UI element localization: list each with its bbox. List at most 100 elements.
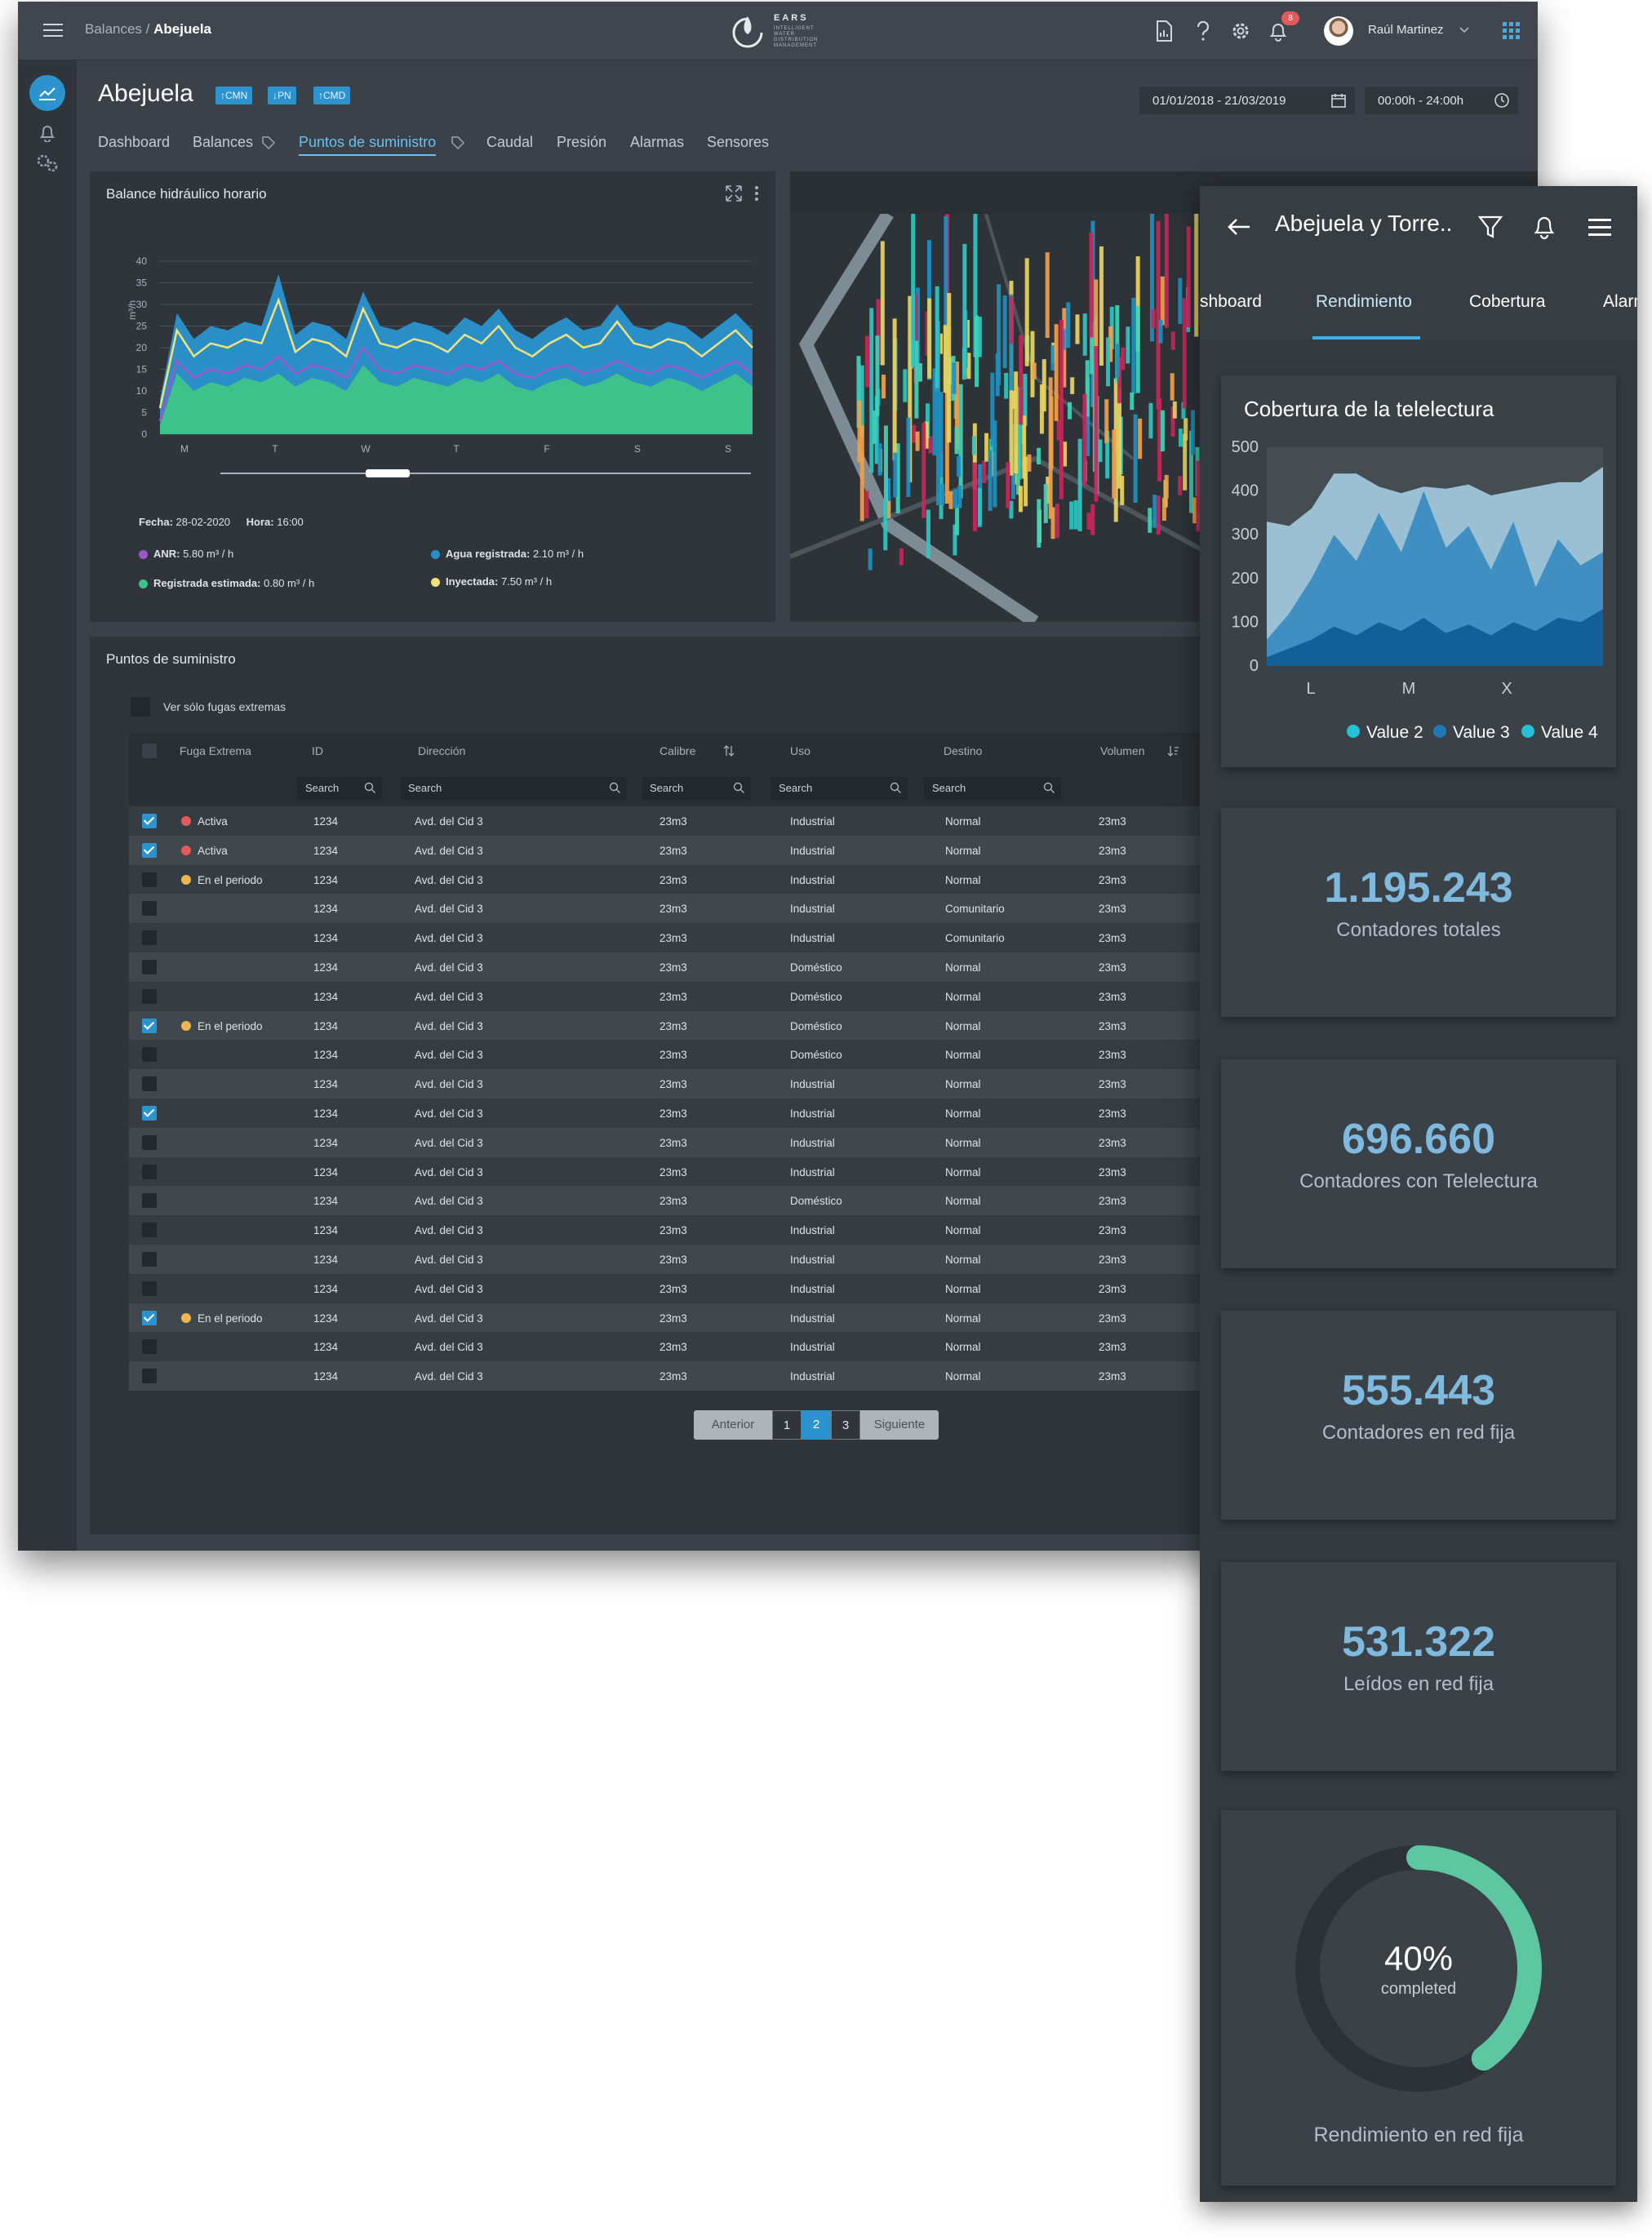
tab-sensores[interactable]: Sensores [707,134,770,150]
sort-desc-icon[interactable] [1167,745,1179,757]
back-arrow-icon[interactable] [1223,211,1255,243]
cell-direccion: Avd. del Cid 3 [415,903,483,916]
tab-caudal[interactable]: Caudal [486,134,534,150]
row-checkbox[interactable] [142,1018,157,1033]
row-checkbox[interactable] [142,930,157,946]
tab-dashboard[interactable]: Dashboard [98,134,171,150]
cell-direccion: Avd. del Cid 3 [415,1107,483,1120]
row-checkbox[interactable] [142,872,157,887]
select-all-checkbox[interactable] [142,743,157,758]
table-row[interactable]: 1234 Avd. del Cid 3 23m3 Industrial Comunita… [129,923,1206,953]
col-volumen[interactable]: Volumen [1100,744,1145,757]
filter-icon[interactable] [1474,211,1507,243]
report-icon[interactable] [1151,18,1177,44]
search-id-input[interactable]: Search [297,777,382,800]
col-destino[interactable]: Destino [944,744,983,757]
apps-grid-icon[interactable] [1499,18,1525,44]
rail-item-dashboard[interactable] [29,75,65,111]
table-row[interactable]: 1234 Avd. del Cid 3 23m3 Industrial Normal 23… [129,1273,1206,1303]
table-row[interactable]: 1234 Avd. del Cid 3 23m3 Industrial Normal 23… [129,1361,1206,1391]
user-name[interactable]: Raúl Martinez [1368,23,1444,37]
mobile-tab-cobertura[interactable]: Cobertura [1469,292,1546,311]
x-tick-label: X [1501,680,1512,698]
row-checkbox[interactable] [142,1310,157,1325]
table-row[interactable]: En el periodo 1234 Avd. del Cid 3 23m3 Indus… [129,1303,1206,1333]
col-calibre[interactable]: Calibre [659,744,696,757]
row-checkbox[interactable] [142,901,157,917]
table-row[interactable]: 1234 Avd. del Cid 3 23m3 Doméstico Normal 23m… [129,952,1206,982]
row-checkbox[interactable] [142,1076,157,1092]
table-row[interactable]: 1234 Avd. del Cid 3 23m3 Doméstico Normal 23m… [129,981,1206,1011]
search-destino-input[interactable]: Search [924,777,1061,800]
table-row[interactable]: En el periodo 1234 Avd. del Cid 3 23m3 Domés… [129,1010,1206,1041]
row-checkbox[interactable] [142,814,157,828]
search-direccion-input[interactable]: Search [400,777,627,800]
row-checkbox[interactable] [142,1223,157,1238]
rail-gears-icon[interactable] [33,149,62,178]
table-row[interactable]: 1234 Avd. del Cid 3 23m3 Industrial Comunita… [129,894,1206,924]
rail-alarm-bell-icon[interactable] [34,119,60,145]
date-range-picker[interactable]: 01/01/2018 - 21/03/2019 [1139,87,1355,114]
row-checkbox[interactable] [142,960,157,974]
table-row[interactable]: 1234 Avd. del Cid 3 23m3 Industrial Normal 23… [129,1069,1206,1099]
expand-icon[interactable] [725,184,743,202]
mobile-tab-alarmas[interactable]: Alarm [1603,292,1637,311]
pager-page-1[interactable]: 1 [772,1410,802,1440]
notifications-bell-icon[interactable] [1265,18,1291,44]
extreme-leaks-checkbox[interactable] [131,697,150,717]
row-checkbox[interactable] [142,842,157,858]
mobile-tab-rendimiento[interactable]: Rendimiento [1316,292,1412,311]
tab-presion[interactable]: Presión [557,134,607,150]
tab-balances[interactable]: Balances [193,134,254,150]
row-checkbox[interactable] [142,988,157,1004]
col-id[interactable]: ID [312,744,323,757]
search-uso-input[interactable]: Search [770,777,908,800]
pager-next-button[interactable]: Siguiente [860,1410,939,1440]
table-row[interactable]: 1234 Avd. del Cid 3 23m3 Doméstico Normal 23m… [129,1186,1206,1216]
col-direccion[interactable]: Dirección [418,744,466,757]
help-icon[interactable] [1190,18,1216,44]
row-checkbox[interactable] [142,1252,157,1267]
breadcrumb-parent[interactable]: Balances [85,21,142,37]
table-row[interactable]: 1234 Avd. del Cid 3 23m3 Industrial Normal 23… [129,1332,1206,1362]
row-checkbox[interactable] [142,1339,157,1355]
time-range-picker[interactable]: 00:00h - 24:00h [1365,87,1518,114]
table-row[interactable]: 1234 Avd. del Cid 3 23m3 Industrial Normal 23… [129,1215,1206,1245]
tab-puntos-de-suministro[interactable]: Puntos de suministro [299,134,437,156]
table-row[interactable]: Activa 1234 Avd. del Cid 3 23m3 Industrial No… [129,806,1206,836]
table-row[interactable]: 1234 Avd. del Cid 3 23m3 Industrial Normal 23… [129,1245,1206,1274]
map-bar [1178,277,1183,324]
cell-direccion: Avd. del Cid 3 [415,1078,483,1091]
row-checkbox[interactable] [142,1164,157,1179]
table-row[interactable]: Activa 1234 Avd. del Cid 3 23m3 Industrial No… [129,835,1206,865]
row-checkbox[interactable] [142,1106,157,1121]
row-checkbox[interactable] [142,1281,157,1296]
col-uso[interactable]: Uso [790,744,810,757]
table-row[interactable]: 1234 Avd. del Cid 3 23m3 Industrial Normal 23… [129,1127,1206,1157]
pager-page-3[interactable]: 3 [831,1410,860,1440]
settings-gear-icon[interactable] [1228,18,1254,44]
avatar[interactable] [1324,16,1353,46]
mobile-menu-icon[interactable] [1583,211,1616,243]
chevron-down-icon[interactable] [1456,21,1472,39]
hamburger-menu-icon[interactable] [39,18,67,42]
row-checkbox[interactable] [142,1134,157,1150]
sort-icon[interactable] [723,745,735,757]
more-options-icon[interactable] [753,184,761,202]
row-checkbox[interactable] [142,1047,157,1063]
tab-alarmas[interactable]: Alarmas [630,134,685,150]
row-checkbox[interactable] [142,1369,157,1384]
table-row[interactable]: 1234 Avd. del Cid 3 23m3 Industrial Normal 23… [129,1156,1206,1187]
table-row[interactable]: 1234 Avd. del Cid 3 23m3 Industrial Normal 23… [129,1099,1206,1128]
pager-page-2[interactable]: 2 [802,1410,831,1440]
table-row[interactable]: 1234 Avd. del Cid 3 23m3 Doméstico Normal 23m… [129,1040,1206,1070]
table-row[interactable]: En el periodo 1234 Avd. del Cid 3 23m3 Indus… [129,864,1206,894]
col-fuga-extrema[interactable]: Fuga Extrema [180,744,251,757]
search-calibre-input[interactable]: Search [642,777,751,800]
mobile-bell-icon[interactable] [1528,211,1561,243]
map-bar [1086,377,1090,456]
mobile-tab-dashboard[interactable]: shboard [1200,292,1262,311]
map-bar [1160,410,1165,452]
pager-prev-button[interactable]: Anterior [694,1410,772,1440]
row-checkbox[interactable] [142,1193,157,1209]
